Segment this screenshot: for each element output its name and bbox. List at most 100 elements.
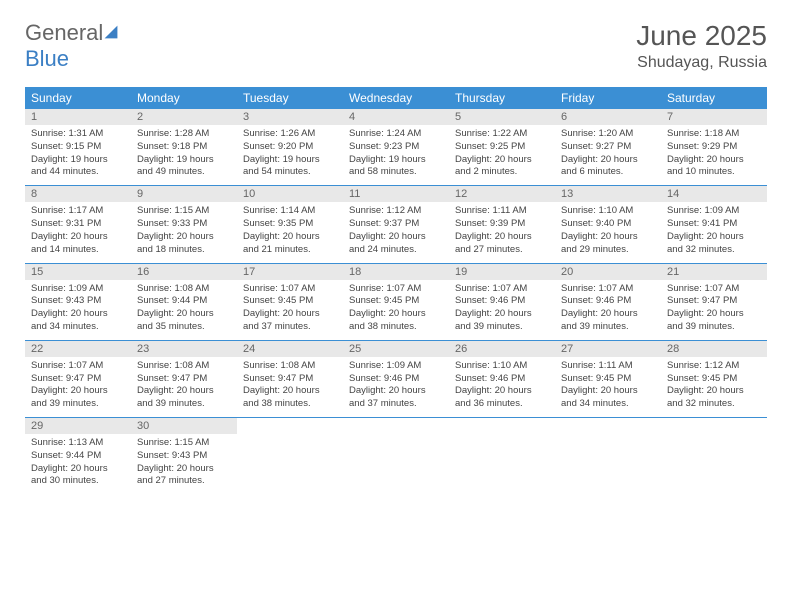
weekday-header: Sunday [25, 87, 131, 109]
day-number: 27 [555, 341, 661, 357]
day-number: 14 [661, 186, 767, 202]
logo-text-general: General [25, 20, 103, 45]
day-number: 18 [343, 264, 449, 280]
day-number: 2 [131, 109, 237, 125]
calendar-table: SundayMondayTuesdayWednesdayThursdayFrid… [25, 87, 767, 494]
calendar-day: 12Sunrise: 1:11 AMSunset: 9:39 PMDayligh… [449, 186, 555, 263]
day-number: 22 [25, 341, 131, 357]
day-details: Sunrise: 1:15 AMSunset: 9:33 PMDaylight:… [131, 202, 237, 262]
calendar-day: 21Sunrise: 1:07 AMSunset: 9:47 PMDayligh… [661, 263, 767, 340]
day-number: 23 [131, 341, 237, 357]
day-details: Sunrise: 1:07 AMSunset: 9:46 PMDaylight:… [555, 280, 661, 340]
calendar-day: 17Sunrise: 1:07 AMSunset: 9:45 PMDayligh… [237, 263, 343, 340]
day-number: 4 [343, 109, 449, 125]
day-number: 8 [25, 186, 131, 202]
calendar-day: 15Sunrise: 1:09 AMSunset: 9:43 PMDayligh… [25, 263, 131, 340]
day-details: Sunrise: 1:09 AMSunset: 9:46 PMDaylight:… [343, 357, 449, 417]
calendar-day: 9Sunrise: 1:15 AMSunset: 9:33 PMDaylight… [131, 186, 237, 263]
location: Shudayag, Russia [636, 54, 767, 72]
day-details: Sunrise: 1:09 AMSunset: 9:43 PMDaylight:… [25, 280, 131, 340]
day-details: Sunrise: 1:10 AMSunset: 9:46 PMDaylight:… [449, 357, 555, 417]
calendar-day: 4Sunrise: 1:24 AMSunset: 9:23 PMDaylight… [343, 109, 449, 186]
calendar-day: 10Sunrise: 1:14 AMSunset: 9:35 PMDayligh… [237, 186, 343, 263]
day-number: 20 [555, 264, 661, 280]
day-details: Sunrise: 1:07 AMSunset: 9:45 PMDaylight:… [343, 280, 449, 340]
day-details: Sunrise: 1:12 AMSunset: 9:37 PMDaylight:… [343, 202, 449, 262]
calendar-day-empty [449, 418, 555, 495]
calendar-day: 5Sunrise: 1:22 AMSunset: 9:25 PMDaylight… [449, 109, 555, 186]
day-details: Sunrise: 1:24 AMSunset: 9:23 PMDaylight:… [343, 125, 449, 185]
calendar-day: 29Sunrise: 1:13 AMSunset: 9:44 PMDayligh… [25, 418, 131, 495]
weekday-header: Saturday [661, 87, 767, 109]
calendar-day: 22Sunrise: 1:07 AMSunset: 9:47 PMDayligh… [25, 340, 131, 417]
day-details: Sunrise: 1:28 AMSunset: 9:18 PMDaylight:… [131, 125, 237, 185]
day-number: 13 [555, 186, 661, 202]
calendar-day: 18Sunrise: 1:07 AMSunset: 9:45 PMDayligh… [343, 263, 449, 340]
day-number: 30 [131, 418, 237, 434]
day-details: Sunrise: 1:11 AMSunset: 9:39 PMDaylight:… [449, 202, 555, 262]
day-details: Sunrise: 1:20 AMSunset: 9:27 PMDaylight:… [555, 125, 661, 185]
day-details: Sunrise: 1:17 AMSunset: 9:31 PMDaylight:… [25, 202, 131, 262]
weekday-header: Monday [131, 87, 237, 109]
calendar-week: 29Sunrise: 1:13 AMSunset: 9:44 PMDayligh… [25, 418, 767, 495]
day-number: 15 [25, 264, 131, 280]
calendar-day: 11Sunrise: 1:12 AMSunset: 9:37 PMDayligh… [343, 186, 449, 263]
calendar-day: 6Sunrise: 1:20 AMSunset: 9:27 PMDaylight… [555, 109, 661, 186]
day-details: Sunrise: 1:12 AMSunset: 9:45 PMDaylight:… [661, 357, 767, 417]
header: GeneralBlue June 2025 Shudayag, Russia [25, 20, 767, 72]
day-details: Sunrise: 1:08 AMSunset: 9:47 PMDaylight:… [131, 357, 237, 417]
day-details: Sunrise: 1:08 AMSunset: 9:44 PMDaylight:… [131, 280, 237, 340]
weekday-header: Wednesday [343, 87, 449, 109]
day-details: Sunrise: 1:08 AMSunset: 9:47 PMDaylight:… [237, 357, 343, 417]
day-number: 21 [661, 264, 767, 280]
day-details: Sunrise: 1:09 AMSunset: 9:41 PMDaylight:… [661, 202, 767, 262]
calendar-day: 7Sunrise: 1:18 AMSunset: 9:29 PMDaylight… [661, 109, 767, 186]
calendar-week: 8Sunrise: 1:17 AMSunset: 9:31 PMDaylight… [25, 186, 767, 263]
calendar-day: 26Sunrise: 1:10 AMSunset: 9:46 PMDayligh… [449, 340, 555, 417]
day-number: 17 [237, 264, 343, 280]
calendar-day: 16Sunrise: 1:08 AMSunset: 9:44 PMDayligh… [131, 263, 237, 340]
day-details: Sunrise: 1:07 AMSunset: 9:46 PMDaylight:… [449, 280, 555, 340]
day-details: Sunrise: 1:31 AMSunset: 9:15 PMDaylight:… [25, 125, 131, 185]
calendar-day: 8Sunrise: 1:17 AMSunset: 9:31 PMDaylight… [25, 186, 131, 263]
calendar-day: 27Sunrise: 1:11 AMSunset: 9:45 PMDayligh… [555, 340, 661, 417]
day-details: Sunrise: 1:10 AMSunset: 9:40 PMDaylight:… [555, 202, 661, 262]
calendar-week: 15Sunrise: 1:09 AMSunset: 9:43 PMDayligh… [25, 263, 767, 340]
day-number: 24 [237, 341, 343, 357]
day-details: Sunrise: 1:15 AMSunset: 9:43 PMDaylight:… [131, 434, 237, 494]
calendar-day: 24Sunrise: 1:08 AMSunset: 9:47 PMDayligh… [237, 340, 343, 417]
calendar-day: 19Sunrise: 1:07 AMSunset: 9:46 PMDayligh… [449, 263, 555, 340]
title-block: June 2025 Shudayag, Russia [636, 20, 767, 72]
day-number: 11 [343, 186, 449, 202]
day-details: Sunrise: 1:13 AMSunset: 9:44 PMDaylight:… [25, 434, 131, 494]
day-number: 5 [449, 109, 555, 125]
calendar-day: 3Sunrise: 1:26 AMSunset: 9:20 PMDaylight… [237, 109, 343, 186]
calendar-day: 30Sunrise: 1:15 AMSunset: 9:43 PMDayligh… [131, 418, 237, 495]
day-details: Sunrise: 1:22 AMSunset: 9:25 PMDaylight:… [449, 125, 555, 185]
day-number: 12 [449, 186, 555, 202]
page-title: June 2025 [636, 20, 767, 52]
weekday-header: Tuesday [237, 87, 343, 109]
day-number: 19 [449, 264, 555, 280]
day-details: Sunrise: 1:14 AMSunset: 9:35 PMDaylight:… [237, 202, 343, 262]
calendar-day-empty [555, 418, 661, 495]
calendar-day-empty [237, 418, 343, 495]
calendar-day: 23Sunrise: 1:08 AMSunset: 9:47 PMDayligh… [131, 340, 237, 417]
day-details: Sunrise: 1:26 AMSunset: 9:20 PMDaylight:… [237, 125, 343, 185]
calendar-day-empty [343, 418, 449, 495]
day-number: 3 [237, 109, 343, 125]
calendar-day: 13Sunrise: 1:10 AMSunset: 9:40 PMDayligh… [555, 186, 661, 263]
weekday-header: Friday [555, 87, 661, 109]
day-number: 10 [237, 186, 343, 202]
calendar-day-empty [661, 418, 767, 495]
weekday-header: Thursday [449, 87, 555, 109]
day-details: Sunrise: 1:18 AMSunset: 9:29 PMDaylight:… [661, 125, 767, 185]
day-details: Sunrise: 1:11 AMSunset: 9:45 PMDaylight:… [555, 357, 661, 417]
calendar-day: 20Sunrise: 1:07 AMSunset: 9:46 PMDayligh… [555, 263, 661, 340]
day-number: 26 [449, 341, 555, 357]
calendar-week: 22Sunrise: 1:07 AMSunset: 9:47 PMDayligh… [25, 340, 767, 417]
calendar-day: 14Sunrise: 1:09 AMSunset: 9:41 PMDayligh… [661, 186, 767, 263]
logo: GeneralBlue [25, 20, 119, 72]
logo-text-blue: Blue [25, 46, 69, 71]
calendar-day: 28Sunrise: 1:12 AMSunset: 9:45 PMDayligh… [661, 340, 767, 417]
